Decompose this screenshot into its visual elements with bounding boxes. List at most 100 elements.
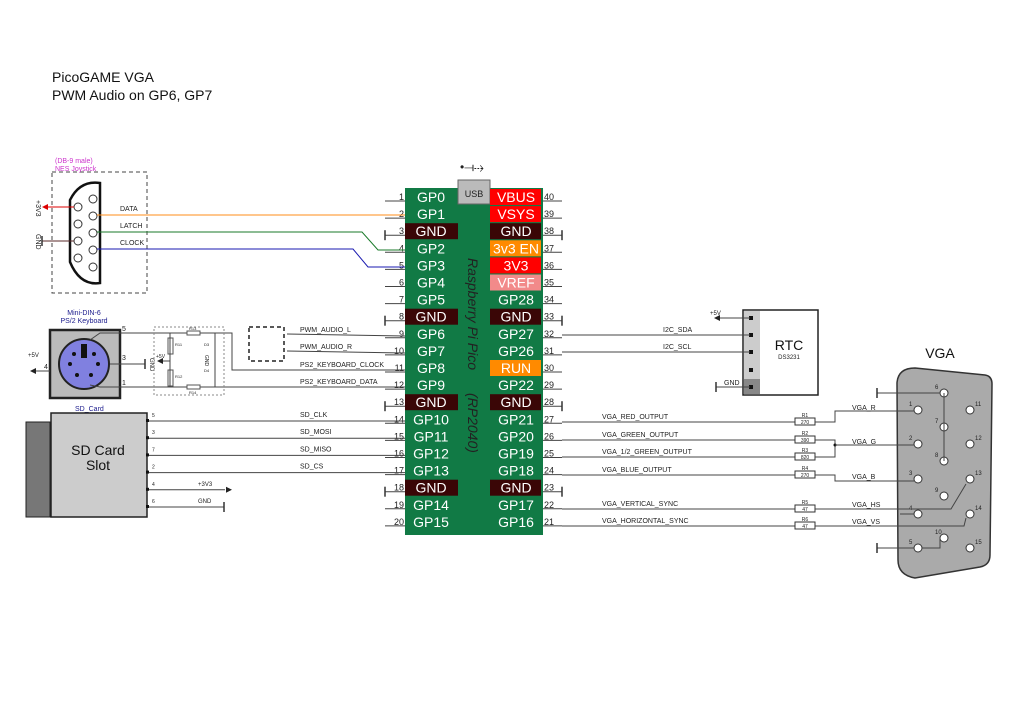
pin-gp13: GP13 (413, 463, 449, 479)
vga-pin-15 (965, 543, 975, 553)
pin-gnd: GND (500, 223, 531, 239)
pin-gnd: GND (500, 394, 531, 410)
pico-chip-label: (RP2040) (465, 393, 481, 453)
mini-din-pin (89, 373, 93, 377)
pin-number: 5 (399, 260, 404, 270)
pin-bg-enable (490, 360, 541, 376)
pin-gp0: GP0 (417, 189, 445, 205)
signal-vga-green-output: VGA_GREEN_OUTPUT (602, 432, 679, 439)
pin-gp19: GP19 (498, 446, 534, 462)
keyboard-title: Mini-DIN-6 (67, 310, 101, 317)
pin-number: 28 (544, 397, 554, 407)
signal-pwm-audio-l: PWM_AUDIO_L (300, 327, 351, 334)
resistor-name: R3 (802, 448, 809, 454)
pin-number: 17 (394, 466, 404, 476)
part-d3: D3 (204, 342, 210, 347)
pin-number: 35 (544, 278, 554, 288)
pin-number: 1 (909, 402, 913, 408)
pin-number: 39 (544, 209, 554, 219)
pin-gnd: GND (415, 394, 446, 410)
pin-gnd-bg (405, 394, 458, 411)
vga-title: VGA (925, 345, 955, 361)
pin-number: 4 (152, 482, 155, 488)
rtc-title: RTC (775, 337, 804, 353)
sdcard-pin (146, 419, 149, 422)
net-vga-b: VGA_B (852, 474, 876, 481)
pin-gp6: GP6 (417, 326, 445, 342)
pin-gp8: GP8 (417, 360, 445, 376)
mini-din-socket (58, 338, 110, 390)
pin-bg-power (490, 257, 541, 274)
filter-power-label: +5V (156, 354, 166, 360)
pin-bg-vref (490, 274, 541, 291)
rtc-header (744, 311, 760, 379)
mini-din-pin (75, 373, 79, 377)
pin-number: 29 (544, 380, 554, 390)
signal-i2c-sda: I2C_SDA (663, 327, 693, 334)
wire-ps2-clock (89, 332, 405, 371)
pin-bg-gnd (490, 479, 541, 496)
sdcard-gnd-label: GND (198, 499, 212, 505)
resistor-name: R1 (802, 413, 809, 419)
signal-ps2-data: PS2_KEYBOARD_DATA (300, 379, 378, 386)
rtc-pin (749, 368, 753, 372)
resistor-r14 (186, 384, 201, 390)
pin-number: 6 (399, 278, 404, 288)
pin-gp17: GP17 (498, 497, 534, 513)
audio-dashed-box (248, 326, 285, 362)
pin-gp27: GP27 (498, 326, 534, 342)
filter-gnd-label: GND (203, 355, 209, 367)
pin-gp7: GP7 (417, 343, 445, 359)
pin-3v3: 3V3 (504, 257, 529, 273)
db9-pin-2 (88, 211, 98, 221)
vga-pin-2 (913, 439, 923, 449)
pin-gnd: GND (415, 223, 446, 239)
pin-number: 5 (122, 326, 126, 333)
rtc-chip: DS3231 (778, 355, 800, 361)
pin-number: 2 (152, 465, 155, 471)
signal-data: DATA (120, 206, 138, 213)
signal-latch: LATCH (120, 223, 142, 230)
mini-din-pin (92, 352, 96, 356)
resistor-value: 270 (801, 420, 810, 426)
sdcard-title: SD_Card (75, 406, 104, 413)
pin-number: 23 (544, 483, 554, 493)
resistor-name: R6 (802, 517, 809, 523)
usb-port (457, 179, 491, 205)
pico-label: Raspberry Pi Pico (465, 258, 481, 370)
part-d4: D4 (204, 368, 210, 373)
title-line-2: PWM Audio on GP6, GP7 (52, 87, 213, 103)
pin-number: 2 (399, 209, 404, 219)
resistor-value: 47 (802, 524, 808, 530)
pin-number: 22 (544, 500, 554, 510)
signal-i2c-scl: I2C_SCL (663, 344, 692, 351)
wire-pwm-l (286, 333, 406, 337)
nes-gnd-label: GND (34, 234, 41, 250)
pin-number: 4 (399, 243, 404, 253)
sdcard-pin (146, 470, 149, 474)
vga-ground-wire (922, 538, 941, 549)
pin-number: 5 (152, 413, 155, 419)
resistor-value: 47 (802, 507, 808, 513)
pin-number: 19 (394, 500, 404, 510)
pin-number: 9 (935, 488, 939, 494)
net-vga-vs: VGA_VS (852, 519, 880, 526)
pin-number: 6 (935, 385, 939, 391)
rtc-gnd-label: GND (724, 380, 740, 387)
pin-number: 18 (394, 483, 404, 493)
pin-number: 7 (399, 295, 404, 305)
pin-number: 3 (399, 226, 404, 236)
part-r14: R14 (189, 390, 197, 395)
net-vga-r: VGA_R (852, 405, 876, 412)
arrow-icon (226, 486, 232, 493)
signal-pwm-audio-r: PWM_AUDIO_R (300, 344, 352, 351)
db9-pin-3 (88, 228, 98, 238)
pin-bg-enable (490, 240, 541, 257)
pin-number: 30 (544, 363, 554, 373)
pin-number: 2 (909, 436, 913, 442)
resistor-name: R4 (802, 466, 809, 472)
sdcard-power-label: +3V3 (198, 482, 213, 488)
db9-pin-9 (73, 253, 83, 263)
pin-number: 5 (909, 540, 913, 546)
